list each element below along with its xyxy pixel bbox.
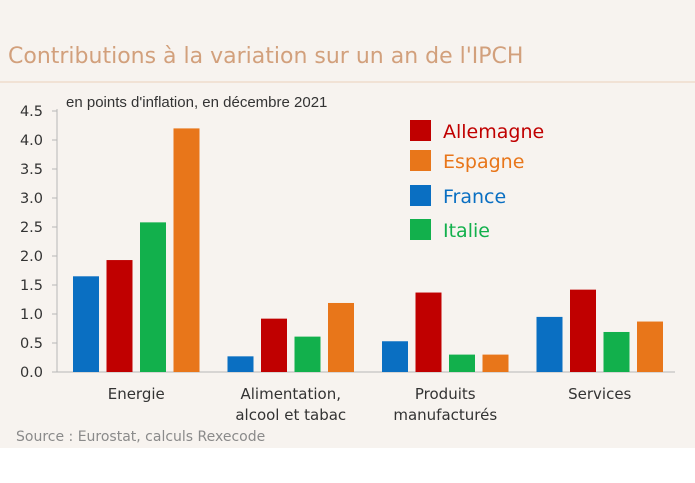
category-label: Services bbox=[568, 385, 631, 403]
legend-label-espagne: Espagne bbox=[443, 151, 524, 173]
bar-france-1 bbox=[227, 356, 254, 372]
legend-label-italie: Italie bbox=[443, 220, 490, 242]
legend-swatch-espagne bbox=[410, 150, 431, 171]
title-divider bbox=[0, 81, 695, 83]
category-label: alcool et tabac bbox=[235, 406, 346, 424]
y-tick-label: 1.0 bbox=[20, 307, 43, 323]
bar-allemagne-3 bbox=[570, 289, 596, 372]
legend-swatch-italie bbox=[410, 219, 431, 240]
bar-espagne-1 bbox=[328, 302, 354, 372]
y-tick-label: 0.0 bbox=[20, 365, 43, 381]
category-label: Produits bbox=[415, 385, 476, 403]
bar-italie-2 bbox=[449, 354, 475, 372]
y-tick-label: 0.5 bbox=[20, 336, 43, 352]
legend-swatch-allemagne bbox=[410, 120, 431, 141]
y-tick-label: 3.0 bbox=[20, 191, 43, 207]
source-note: Source : Eurostat, calculs Rexecode bbox=[16, 429, 266, 445]
category-labels: Energie Alimentation, alcool et tabac Produ… bbox=[108, 385, 632, 424]
legend-label-france: France bbox=[443, 186, 506, 208]
bar-france-2 bbox=[382, 341, 408, 372]
y-tick-label: 2.0 bbox=[20, 249, 43, 265]
bar-allemagne-0 bbox=[106, 260, 133, 372]
bar-italie-3 bbox=[603, 331, 630, 372]
category-label: manufacturés bbox=[393, 406, 497, 424]
axis-layer: 0.0 0.5 1.0 1.5 2.0 2.5 3.0 3.5 4.0 4.5 bbox=[20, 104, 675, 381]
legend-swatch-france bbox=[410, 185, 431, 206]
bar-allemagne-2 bbox=[415, 292, 442, 372]
bar-france-0 bbox=[73, 276, 99, 372]
y-tick-label: 2.5 bbox=[20, 220, 43, 236]
bar-espagne-2 bbox=[482, 354, 509, 372]
category-label: Alimentation, bbox=[240, 385, 341, 403]
legend: Allemagne Espagne France Italie bbox=[410, 120, 544, 242]
y-tick-label: 1.5 bbox=[20, 278, 43, 294]
chart-title: Contributions à la variation sur un an d… bbox=[8, 44, 524, 69]
bar-allemagne-1 bbox=[261, 318, 287, 372]
legend-label-allemagne: Allemagne bbox=[443, 121, 544, 143]
bar-italie-1 bbox=[294, 336, 321, 372]
bar-italie-0 bbox=[140, 222, 166, 372]
y-tick-label: 4.0 bbox=[20, 133, 43, 149]
chart-subtitle: en points d'inflation, en décembre 2021 bbox=[66, 94, 328, 111]
bar-france-3 bbox=[536, 316, 563, 372]
bars-layer bbox=[73, 128, 663, 372]
y-tick-label: 4.5 bbox=[20, 104, 43, 120]
bar-espagne-3 bbox=[637, 321, 663, 372]
chart-panel bbox=[0, 0, 695, 448]
bar-espagne-0 bbox=[173, 128, 200, 372]
category-label: Energie bbox=[108, 385, 165, 403]
y-tick-label: 3.5 bbox=[20, 162, 43, 178]
